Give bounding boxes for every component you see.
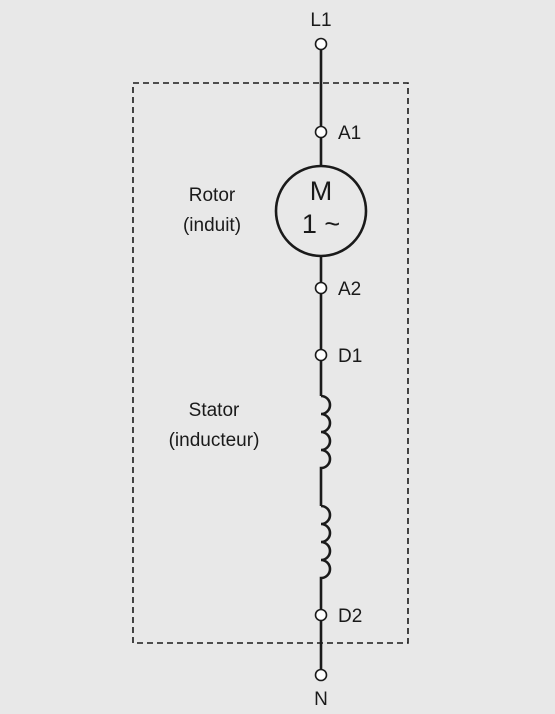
motor-label-m: M <box>310 176 333 206</box>
terminal-label-d2: D2 <box>338 606 362 627</box>
terminal-label-l1: L1 <box>310 10 331 31</box>
stator-coil-upper <box>319 394 332 470</box>
rotor-sublabel: (induit) <box>183 215 241 236</box>
stator-sublabel: (inducteur) <box>169 430 260 451</box>
terminal-a1 <box>314 125 328 139</box>
terminal-label-a1: A1 <box>338 123 361 144</box>
stator-coil-lower <box>319 504 332 580</box>
terminal-a2 <box>314 281 328 295</box>
terminal-label-n: N <box>314 689 328 710</box>
terminal-n <box>314 668 328 682</box>
motor-circle <box>274 164 368 258</box>
stator-label: Stator <box>189 400 240 421</box>
terminal-label-a2: A2 <box>338 279 361 300</box>
motor-label-phase: 1 ~ <box>302 209 340 239</box>
terminals <box>314 37 328 682</box>
terminal-d2 <box>314 608 328 622</box>
terminal-d1 <box>314 348 328 362</box>
terminal-label-d1: D1 <box>338 346 362 367</box>
motor-enclosure-dashed-box <box>132 82 409 644</box>
rotor-label: Rotor <box>189 185 236 206</box>
terminal-l1 <box>314 37 328 51</box>
